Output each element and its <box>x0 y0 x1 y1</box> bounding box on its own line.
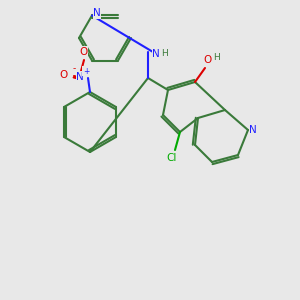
Text: -: - <box>72 64 76 74</box>
Text: N: N <box>93 8 101 19</box>
Text: N: N <box>76 72 84 82</box>
Text: +: + <box>83 67 89 76</box>
Text: H: H <box>162 49 168 58</box>
Text: N: N <box>152 49 160 59</box>
Text: H: H <box>214 53 220 62</box>
Text: Cl: Cl <box>167 153 177 163</box>
Text: O: O <box>79 47 87 57</box>
Text: O: O <box>203 55 211 65</box>
Text: N: N <box>249 125 257 135</box>
Text: O: O <box>59 70 67 80</box>
